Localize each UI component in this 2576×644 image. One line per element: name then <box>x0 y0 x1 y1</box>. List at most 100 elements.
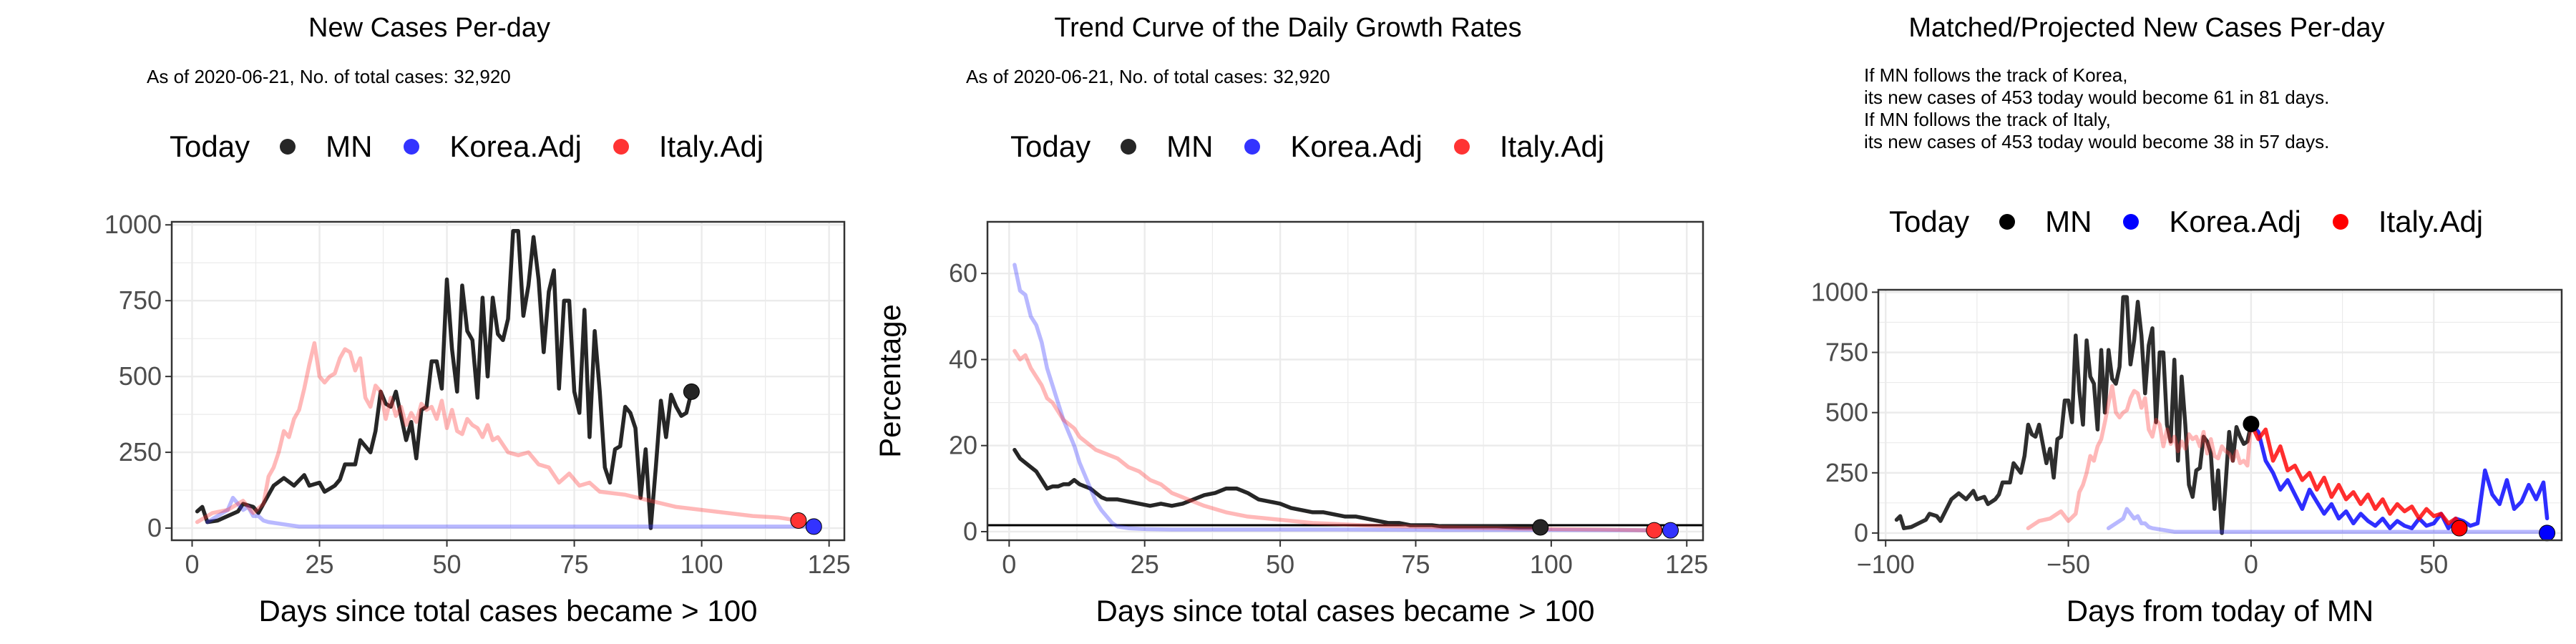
y-tick-label: 0 <box>963 517 977 546</box>
today-point-italy-adj <box>1646 522 1663 539</box>
legend-label: Italy.Adj <box>1499 130 1605 163</box>
chart-title: New Cases Per-day <box>308 13 550 43</box>
series-line-italy-adj <box>1013 348 1657 532</box>
chart-subtitle: As of 2020-06-21, No. of total cases: 32… <box>966 66 1330 87</box>
y-tick-label: 250 <box>1825 458 1868 487</box>
x-axis-title: Days since total cases became > 100 <box>259 594 758 628</box>
legend-title: Today <box>1010 130 1091 163</box>
y-tick-label: 500 <box>1825 398 1868 427</box>
y-tick-label: 60 <box>949 258 977 288</box>
x-tick-label: 50 <box>1266 550 1294 579</box>
series-line-korea-adj-matched- <box>2106 507 2546 534</box>
x-tick-label: 25 <box>305 550 333 579</box>
y-tick-label: 250 <box>119 437 162 467</box>
y-axis-title: Percentage <box>873 304 907 458</box>
chart-title: Trend Curve of the Daily Growth Rates <box>1054 13 1522 43</box>
legend-dot-icon <box>404 139 420 155</box>
x-tick-label: 0 <box>1002 550 1016 579</box>
y-tick-label: 1000 <box>1811 277 1868 306</box>
plot-border <box>986 220 1704 542</box>
annotation-line: If MN follows the track of Italy, <box>1864 109 2111 130</box>
chart-legend: Today MN Korea.Adj Italy.Adj <box>1889 200 2514 243</box>
legend-dot-icon <box>280 139 296 155</box>
x-tick-label: −100 <box>1857 550 1915 579</box>
today-point-mn <box>1532 519 1549 536</box>
today-point-mn <box>683 383 700 400</box>
legend-item-mn: MN <box>1999 205 2092 239</box>
y-tick-label: 40 <box>949 344 977 374</box>
today-point-korea-adj <box>805 518 822 535</box>
annotation-line: its new cases of 453 today would become … <box>1864 87 2330 108</box>
legend-item-korea: Korea.Adj <box>1244 130 1423 164</box>
today-point-italy-adj <box>790 512 807 529</box>
x-tick-label: 100 <box>1530 550 1573 579</box>
legend-dot-icon <box>1121 139 1137 155</box>
x-tick-label: 25 <box>1131 550 1159 579</box>
chart-subtitle: As of 2020-06-21, No. of total cases: 32… <box>147 66 511 87</box>
series-line-mn <box>195 228 694 530</box>
y-tick-label: 1000 <box>104 210 162 239</box>
legend-item-korea: Korea.Adj <box>404 130 582 164</box>
legend-label: Korea.Adj <box>449 130 582 163</box>
today-point-korea-adj <box>2539 525 2556 542</box>
x-tick-label: 75 <box>560 550 589 579</box>
legend-label: MN <box>2045 205 2092 238</box>
y-tick-label: 0 <box>147 513 162 542</box>
legend-label: MN <box>326 130 373 163</box>
x-tick-label: −50 <box>2046 550 2090 579</box>
series-line-italy-adj-matched- <box>2026 384 2253 530</box>
today-point-korea-adj <box>1662 522 1679 539</box>
x-tick-label: 0 <box>185 550 199 579</box>
y-tick-label: 500 <box>119 361 162 391</box>
chart-panel-new-cases: New Cases Per-day As of 2020-06-21, No. … <box>0 0 859 644</box>
legend-item-korea: Korea.Adj <box>2123 205 2301 239</box>
legend-title: Today <box>1889 205 1970 238</box>
x-tick-label: 50 <box>433 550 462 579</box>
plot-area: 0 25 50 75 100 125 0 250 500 750 1000 Days since to… <box>104 210 851 628</box>
chart-legend: Today MN Korea.Adj Italy.Adj <box>1010 125 1636 168</box>
today-point-mn <box>2243 415 2260 432</box>
legend-dot-icon <box>2123 214 2140 230</box>
legend-item-italy: Italy.Adj <box>1453 130 1605 164</box>
series-line-mn <box>1013 447 1543 530</box>
series-line-korea-adj <box>2249 421 2550 530</box>
y-tick-label: 750 <box>1825 338 1868 367</box>
y-tick-label: 750 <box>119 286 162 315</box>
plot-border <box>170 220 846 542</box>
legend-dot-icon <box>613 139 629 155</box>
plot-border <box>1877 288 2563 542</box>
legend-label: Korea.Adj <box>1290 130 1423 163</box>
legend-title: Today <box>170 130 250 163</box>
legend-dot-icon <box>1244 139 1261 155</box>
x-tick-label: 125 <box>808 550 851 579</box>
series-line-mn <box>1894 295 2253 535</box>
chart-panel-growth-rates: Trend Curve of the Daily Growth Rates As… <box>859 0 1717 644</box>
today-point-italy-adj <box>2451 519 2468 537</box>
legend-dot-icon <box>1999 214 2016 230</box>
x-axis-title: Days since total cases became > 100 <box>1096 594 1595 628</box>
x-tick-label: 0 <box>2244 550 2258 579</box>
x-tick-label: 100 <box>680 550 723 579</box>
legend-label: Italy.Adj <box>2378 205 2484 238</box>
chart-legend: Today MN Korea.Adj Italy.Adj <box>170 125 795 168</box>
legend-item-mn: MN <box>280 130 372 164</box>
legend-item-italy: Italy.Adj <box>613 130 763 164</box>
annotation-line: its new cases of 453 today would become … <box>1864 131 2330 152</box>
y-tick-label: 20 <box>949 431 977 460</box>
chart-title: Matched/Projected New Cases Per-day <box>1908 13 2385 43</box>
x-tick-label: 75 <box>1401 550 1430 579</box>
series-line-italy-adj <box>195 341 801 525</box>
legend-item-italy: Italy.Adj <box>2332 205 2484 239</box>
annotation-line: If MN follows the track of Korea, <box>1864 64 2128 86</box>
chart-panel-projected: Matched/Projected New Cases Per-day If M… <box>1717 0 2576 644</box>
legend-dot-icon <box>1453 139 1470 155</box>
legend-label: MN <box>1166 130 1214 163</box>
legend-item-mn: MN <box>1121 130 1213 164</box>
y-tick-label: 0 <box>1854 518 1868 547</box>
plot-area: 0 25 50 75 100 125 0 20 40 60 Days since total cas… <box>873 220 1708 628</box>
series-line-korea-adj <box>1013 263 1673 532</box>
legend-label: Korea.Adj <box>2169 205 2301 238</box>
series-line-korea-adj <box>205 495 816 529</box>
x-tick-label: 50 <box>2419 550 2448 579</box>
